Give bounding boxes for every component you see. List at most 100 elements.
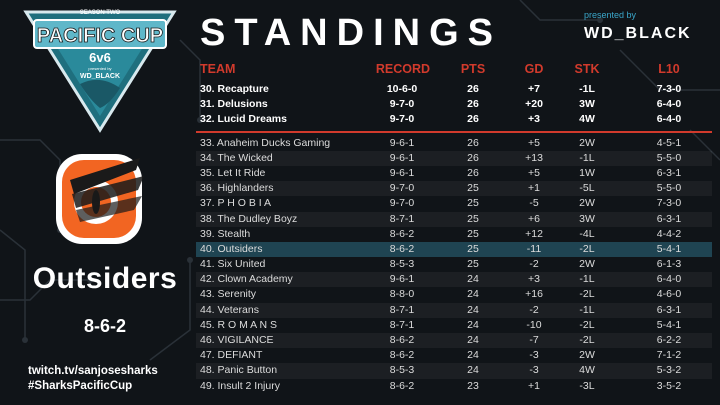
- cell-team: 35. Let It Ride: [200, 166, 266, 179]
- cell-l10: 4-6-0: [656, 288, 682, 301]
- col-record: RECORD: [375, 62, 431, 76]
- cell-gd: -2: [529, 303, 539, 316]
- cell-team: 45. R O M A N S: [200, 318, 278, 331]
- outsiders-logo-icon: [50, 150, 148, 250]
- cell-gd: -3: [529, 349, 539, 362]
- cell-record: 8-6-2: [389, 242, 415, 255]
- cell-gd: +13: [525, 151, 543, 164]
- cell-stk: -2L: [579, 318, 595, 331]
- table-row: 43. Serenity 8-8-0 24 +16 -2L 4-6-0: [196, 287, 712, 302]
- cell-team: 40. Outsiders: [200, 242, 263, 255]
- cell-stk: -1L: [579, 303, 595, 316]
- table-row: 42. Clown Academy 9-6-1 24 +3 -1L 6-4-0: [196, 272, 712, 288]
- cell-l10: 6-4-0: [656, 98, 682, 111]
- logo-title: PACIFIC CUP: [37, 25, 163, 47]
- cell-stk: 4W: [579, 364, 595, 377]
- cell-pts: 25: [467, 227, 479, 240]
- cell-gd: -3: [529, 364, 539, 377]
- cell-pts: 24: [467, 334, 479, 346]
- cell-team: 46. VIGILANCE: [200, 334, 274, 346]
- cell-stk: 2W: [579, 258, 595, 271]
- cell-l10: 4-5-1: [656, 136, 682, 149]
- cell-record: 9-6-1: [389, 273, 415, 286]
- cell-l10: 6-3-1: [656, 166, 682, 179]
- cell-pts: 24: [467, 288, 479, 301]
- cell-gd: -2: [529, 258, 539, 271]
- cell-team: 37. P H O B I A: [200, 197, 272, 210]
- cell-stk: -2L: [579, 242, 595, 255]
- table-row: 32. Lucid Dreams 9-7-0 26 +3 4W 6-4-0: [196, 112, 712, 127]
- cell-gd: +5: [528, 136, 540, 149]
- table-header: TEAM RECORD PTS GD STK L10: [196, 62, 712, 82]
- cell-l10: 6-3-1: [656, 212, 682, 225]
- cell-team: 44. Veterans: [200, 303, 259, 316]
- presented-by-label: presented by: [584, 10, 637, 20]
- cell-team: 42. Clown Academy: [200, 273, 293, 286]
- cell-pts: 26: [467, 151, 479, 164]
- cell-gd: +3: [528, 113, 540, 126]
- cell-l10: 7-1-2: [656, 349, 682, 362]
- logo-sponsor: WD_BLACK: [80, 73, 120, 80]
- social-links: twitch.tv/sanjosesharks #SharksPacificCu…: [28, 364, 158, 394]
- pacific-cup-logo: SEASON TWO PACIFIC CUP 6v6 presented by …: [20, 4, 180, 134]
- cell-pts: 24: [467, 364, 479, 377]
- cutoff-divider: [196, 130, 712, 133]
- qualified-rows: 30. Recapture 10-6-0 26 +7 -1L 7-3-0 31. Delus…: [196, 82, 712, 128]
- cell-stk: 1W: [579, 166, 595, 179]
- cell-record: 10-6-0: [386, 83, 418, 95]
- cell-record: 9-7-0: [389, 182, 415, 195]
- cell-pts: 24: [467, 303, 479, 316]
- cell-stk: -2L: [579, 288, 595, 301]
- cell-stk: -4L: [579, 227, 595, 240]
- cell-team: 47. DEFIANT: [200, 349, 263, 362]
- table-row: 46. VIGILANCE 8-6-2 24 -7 -2L 6-2-2: [196, 333, 712, 349]
- table-row: 49. Insult 2 Injury 8-6-2 23 +1 -3L 3-5-2: [196, 379, 712, 394]
- cell-stk: 3W: [579, 212, 595, 225]
- cell-team: 31. Delusions: [200, 98, 268, 111]
- cell-pts: 24: [467, 273, 479, 286]
- table-row: 30. Recapture 10-6-0 26 +7 -1L 7-3-0: [196, 82, 712, 97]
- cell-l10: 7-3-0: [656, 83, 682, 95]
- cell-record: 9-7-0: [389, 197, 415, 210]
- cell-record: 8-5-3: [389, 364, 415, 377]
- cell-l10: 5-3-2: [656, 364, 682, 377]
- cell-gd: +5: [528, 166, 540, 179]
- cell-record: 9-7-0: [389, 98, 415, 111]
- standings-table: TEAM RECORD PTS GD STK L10 30. Recapture…: [196, 62, 712, 394]
- cell-pts: 25: [467, 242, 479, 255]
- cell-pts: 26: [467, 136, 479, 149]
- cell-l10: 5-5-0: [656, 182, 682, 195]
- hashtag: #SharksPacificCup: [28, 380, 133, 392]
- cell-pts: 26: [467, 98, 479, 111]
- cell-team: 36. Highlanders: [200, 182, 274, 195]
- table-row: 39. Stealth 8-6-2 25 +12 -4L 4-4-2: [196, 227, 712, 242]
- cell-gd: -7: [529, 334, 539, 346]
- cell-l10: 6-4-0: [656, 273, 682, 286]
- cell-stk: -1L: [579, 273, 595, 286]
- cell-stk: -5L: [579, 182, 595, 195]
- cell-record: 9-7-0: [389, 113, 415, 126]
- table-row: 36. Highlanders 9-7-0 25 +1 -5L 5-5-0: [196, 181, 712, 197]
- cell-pts: 24: [467, 318, 479, 331]
- table-row: 31. Delusions 9-7-0 26 +20 3W 6-4-0: [196, 97, 712, 112]
- cell-gd: +12: [525, 227, 543, 240]
- table-row: 48. Panic Button 8-5-3 24 -3 4W 5-3-2: [196, 363, 712, 379]
- cell-pts: 26: [467, 83, 479, 95]
- col-gd: GD: [524, 62, 544, 76]
- col-stk: STK: [574, 62, 600, 76]
- cell-pts: 24: [467, 349, 479, 362]
- cell-l10: 6-3-1: [656, 303, 682, 316]
- cell-record: 8-6-2: [389, 227, 415, 240]
- table-row: 35. Let It Ride 9-6-1 26 +5 1W 6-3-1: [196, 166, 712, 181]
- table-row: 41. Six United 8-5-3 25 -2 2W 6-1-3: [196, 257, 712, 272]
- table-row: 34. The Wicked 9-6-1 26 +13 -1L 5-5-0: [196, 150, 712, 166]
- cell-stk: 4W: [579, 113, 595, 126]
- cell-record: 8-8-0: [389, 288, 415, 301]
- table-row: 38. The Dudley Boyz 8-7-1 25 +6 3W 6-3-1: [196, 211, 712, 227]
- cell-stk: -3L: [579, 379, 595, 392]
- cell-l10: 5-4-1: [656, 318, 682, 331]
- col-team: TEAM: [200, 62, 236, 76]
- cell-pts: 25: [467, 182, 479, 195]
- cell-l10: 4-4-2: [656, 227, 682, 240]
- cell-pts: 23: [467, 379, 479, 392]
